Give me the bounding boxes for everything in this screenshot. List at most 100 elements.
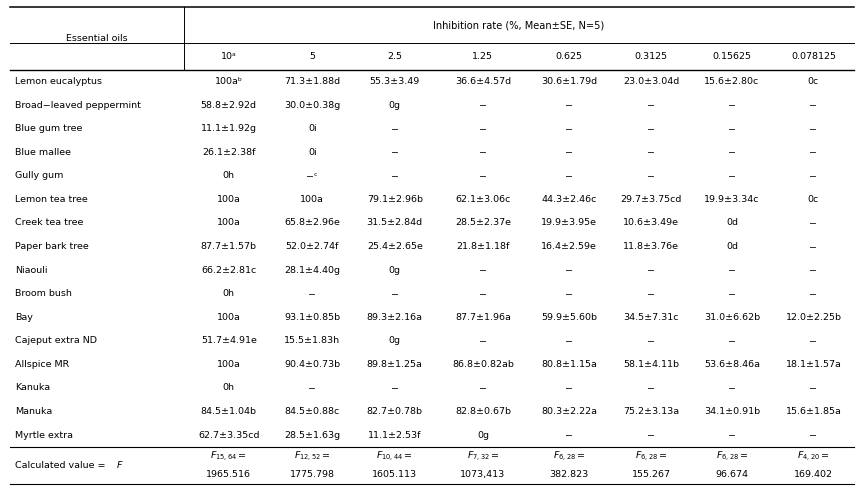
Text: 84.5±0.88c: 84.5±0.88c (284, 407, 340, 416)
Text: 31.5±2.84d: 31.5±2.84d (366, 218, 423, 227)
Text: −: − (391, 124, 399, 133)
Text: −: − (479, 289, 487, 298)
Text: 58.1±4.11b: 58.1±4.11b (623, 360, 680, 369)
Text: 1073,413: 1073,413 (461, 469, 506, 479)
Text: −: − (391, 289, 399, 298)
Text: 79.1±2.96b: 79.1±2.96b (366, 195, 423, 204)
Text: 62.7±3.35cd: 62.7±3.35cd (198, 431, 259, 439)
Text: 382.823: 382.823 (550, 469, 589, 479)
Text: Lemon eucalyptus: Lemon eucalyptus (15, 77, 103, 86)
Text: 19.9±3.95e: 19.9±3.95e (541, 218, 597, 227)
Text: 16.4±2.59e: 16.4±2.59e (541, 242, 597, 251)
Text: $\mathit{F}_{6,28}=$: $\mathit{F}_{6,28}=$ (553, 449, 586, 464)
Text: 30.0±0.38g: 30.0±0.38g (284, 101, 341, 109)
Text: 0h: 0h (223, 289, 235, 298)
Text: 100a: 100a (217, 218, 241, 227)
Text: Inhibition rate (%, Mean±SE, N=5): Inhibition rate (%, Mean±SE, N=5) (433, 20, 604, 30)
Text: −: − (391, 383, 399, 392)
Text: −: − (479, 124, 487, 133)
Text: Creek tea tree: Creek tea tree (15, 218, 84, 227)
Text: −: − (810, 431, 817, 439)
Text: −: − (647, 431, 655, 439)
Text: 5: 5 (309, 52, 315, 61)
Text: 75.2±3.13a: 75.2±3.13a (623, 407, 680, 416)
Text: Broad−leaved peppermint: Broad−leaved peppermint (15, 101, 141, 109)
Text: 66.2±2.81c: 66.2±2.81c (201, 266, 257, 274)
Text: 1965.516: 1965.516 (206, 469, 252, 479)
Text: −: − (565, 266, 574, 274)
Text: 82.8±0.67b: 82.8±0.67b (455, 407, 511, 416)
Text: 59.9±5.60b: 59.9±5.60b (541, 313, 597, 322)
Text: 0g: 0g (389, 266, 401, 274)
Text: 0.15625: 0.15625 (712, 52, 752, 61)
Text: 87.7±1.57b: 87.7±1.57b (201, 242, 257, 251)
Text: Blue mallee: Blue mallee (15, 148, 71, 157)
Text: 0c: 0c (808, 77, 819, 86)
Text: 11.8±3.76e: 11.8±3.76e (623, 242, 680, 251)
Text: −: − (479, 266, 487, 274)
Text: 55.3±3.49: 55.3±3.49 (370, 77, 420, 86)
Text: F: F (116, 461, 122, 470)
Text: −: − (565, 171, 574, 180)
Text: 93.1±0.85b: 93.1±0.85b (284, 313, 341, 322)
Text: 0d: 0d (726, 218, 738, 227)
Text: 89.8±1.25a: 89.8±1.25a (367, 360, 423, 369)
Text: −: − (308, 383, 316, 392)
Text: −: − (647, 171, 655, 180)
Text: 155.267: 155.267 (632, 469, 671, 479)
Text: 11.1±1.92g: 11.1±1.92g (201, 124, 257, 133)
Text: Broom bush: Broom bush (15, 289, 72, 298)
Text: Kanuka: Kanuka (15, 383, 51, 392)
Text: 53.6±8.46a: 53.6±8.46a (704, 360, 760, 369)
Text: 1605.113: 1605.113 (372, 469, 418, 479)
Text: −: − (647, 124, 655, 133)
Text: 0c: 0c (808, 195, 819, 204)
Text: 1775.798: 1775.798 (289, 469, 335, 479)
Text: 34.1±0.91b: 34.1±0.91b (704, 407, 760, 416)
Text: 21.8±1.18f: 21.8±1.18f (456, 242, 509, 251)
Text: 0g: 0g (477, 431, 489, 439)
Text: 1.25: 1.25 (473, 52, 493, 61)
Text: 87.7±1.96a: 87.7±1.96a (455, 313, 511, 322)
Text: −: − (647, 289, 655, 298)
Text: −: − (647, 266, 655, 274)
Text: −: − (728, 336, 736, 345)
Text: −: − (810, 218, 817, 227)
Text: 0d: 0d (726, 242, 738, 251)
Text: Bay: Bay (15, 313, 33, 322)
Text: −: − (810, 383, 817, 392)
Text: −: − (479, 148, 487, 157)
Text: 71.3±1.88d: 71.3±1.88d (284, 77, 341, 86)
Text: −: − (647, 336, 655, 345)
Text: $\mathit{F}_{6,28}=$: $\mathit{F}_{6,28}=$ (635, 449, 668, 464)
Text: 34.5±7.31c: 34.5±7.31c (623, 313, 679, 322)
Text: 82.7±0.78b: 82.7±0.78b (366, 407, 423, 416)
Text: 15.5±1.83h: 15.5±1.83h (284, 336, 341, 345)
Text: 0i: 0i (308, 124, 317, 133)
Text: 28.1±4.40g: 28.1±4.40g (284, 266, 340, 274)
Text: 96.674: 96.674 (716, 469, 748, 479)
Text: −: − (565, 383, 574, 392)
Text: 0h: 0h (223, 383, 235, 392)
Text: −: − (479, 171, 487, 180)
Text: Myrtle extra: Myrtle extra (15, 431, 74, 439)
Text: 52.0±2.74f: 52.0±2.74f (286, 242, 339, 251)
Text: −: − (728, 266, 736, 274)
Text: −: − (565, 124, 574, 133)
Text: 10ᵃ: 10ᵃ (221, 52, 236, 61)
Text: Cajeput extra ND: Cajeput extra ND (15, 336, 98, 345)
Text: 36.6±4.57d: 36.6±4.57d (455, 77, 511, 86)
Text: −: − (565, 336, 574, 345)
Text: 44.3±2.46c: 44.3±2.46c (542, 195, 597, 204)
Text: 15.6±2.80c: 15.6±2.80c (704, 77, 759, 86)
Text: 80.3±2.22a: 80.3±2.22a (541, 407, 597, 416)
Text: −: − (810, 266, 817, 274)
Text: −: − (728, 171, 736, 180)
Text: −: − (728, 431, 736, 439)
Text: −: − (391, 148, 399, 157)
Text: 100aᵇ: 100aᵇ (215, 77, 243, 86)
Text: −: − (810, 101, 817, 109)
Text: Allspice MR: Allspice MR (15, 360, 69, 369)
Text: 11.1±2.53f: 11.1±2.53f (368, 431, 421, 439)
Text: 28.5±1.63g: 28.5±1.63g (284, 431, 341, 439)
